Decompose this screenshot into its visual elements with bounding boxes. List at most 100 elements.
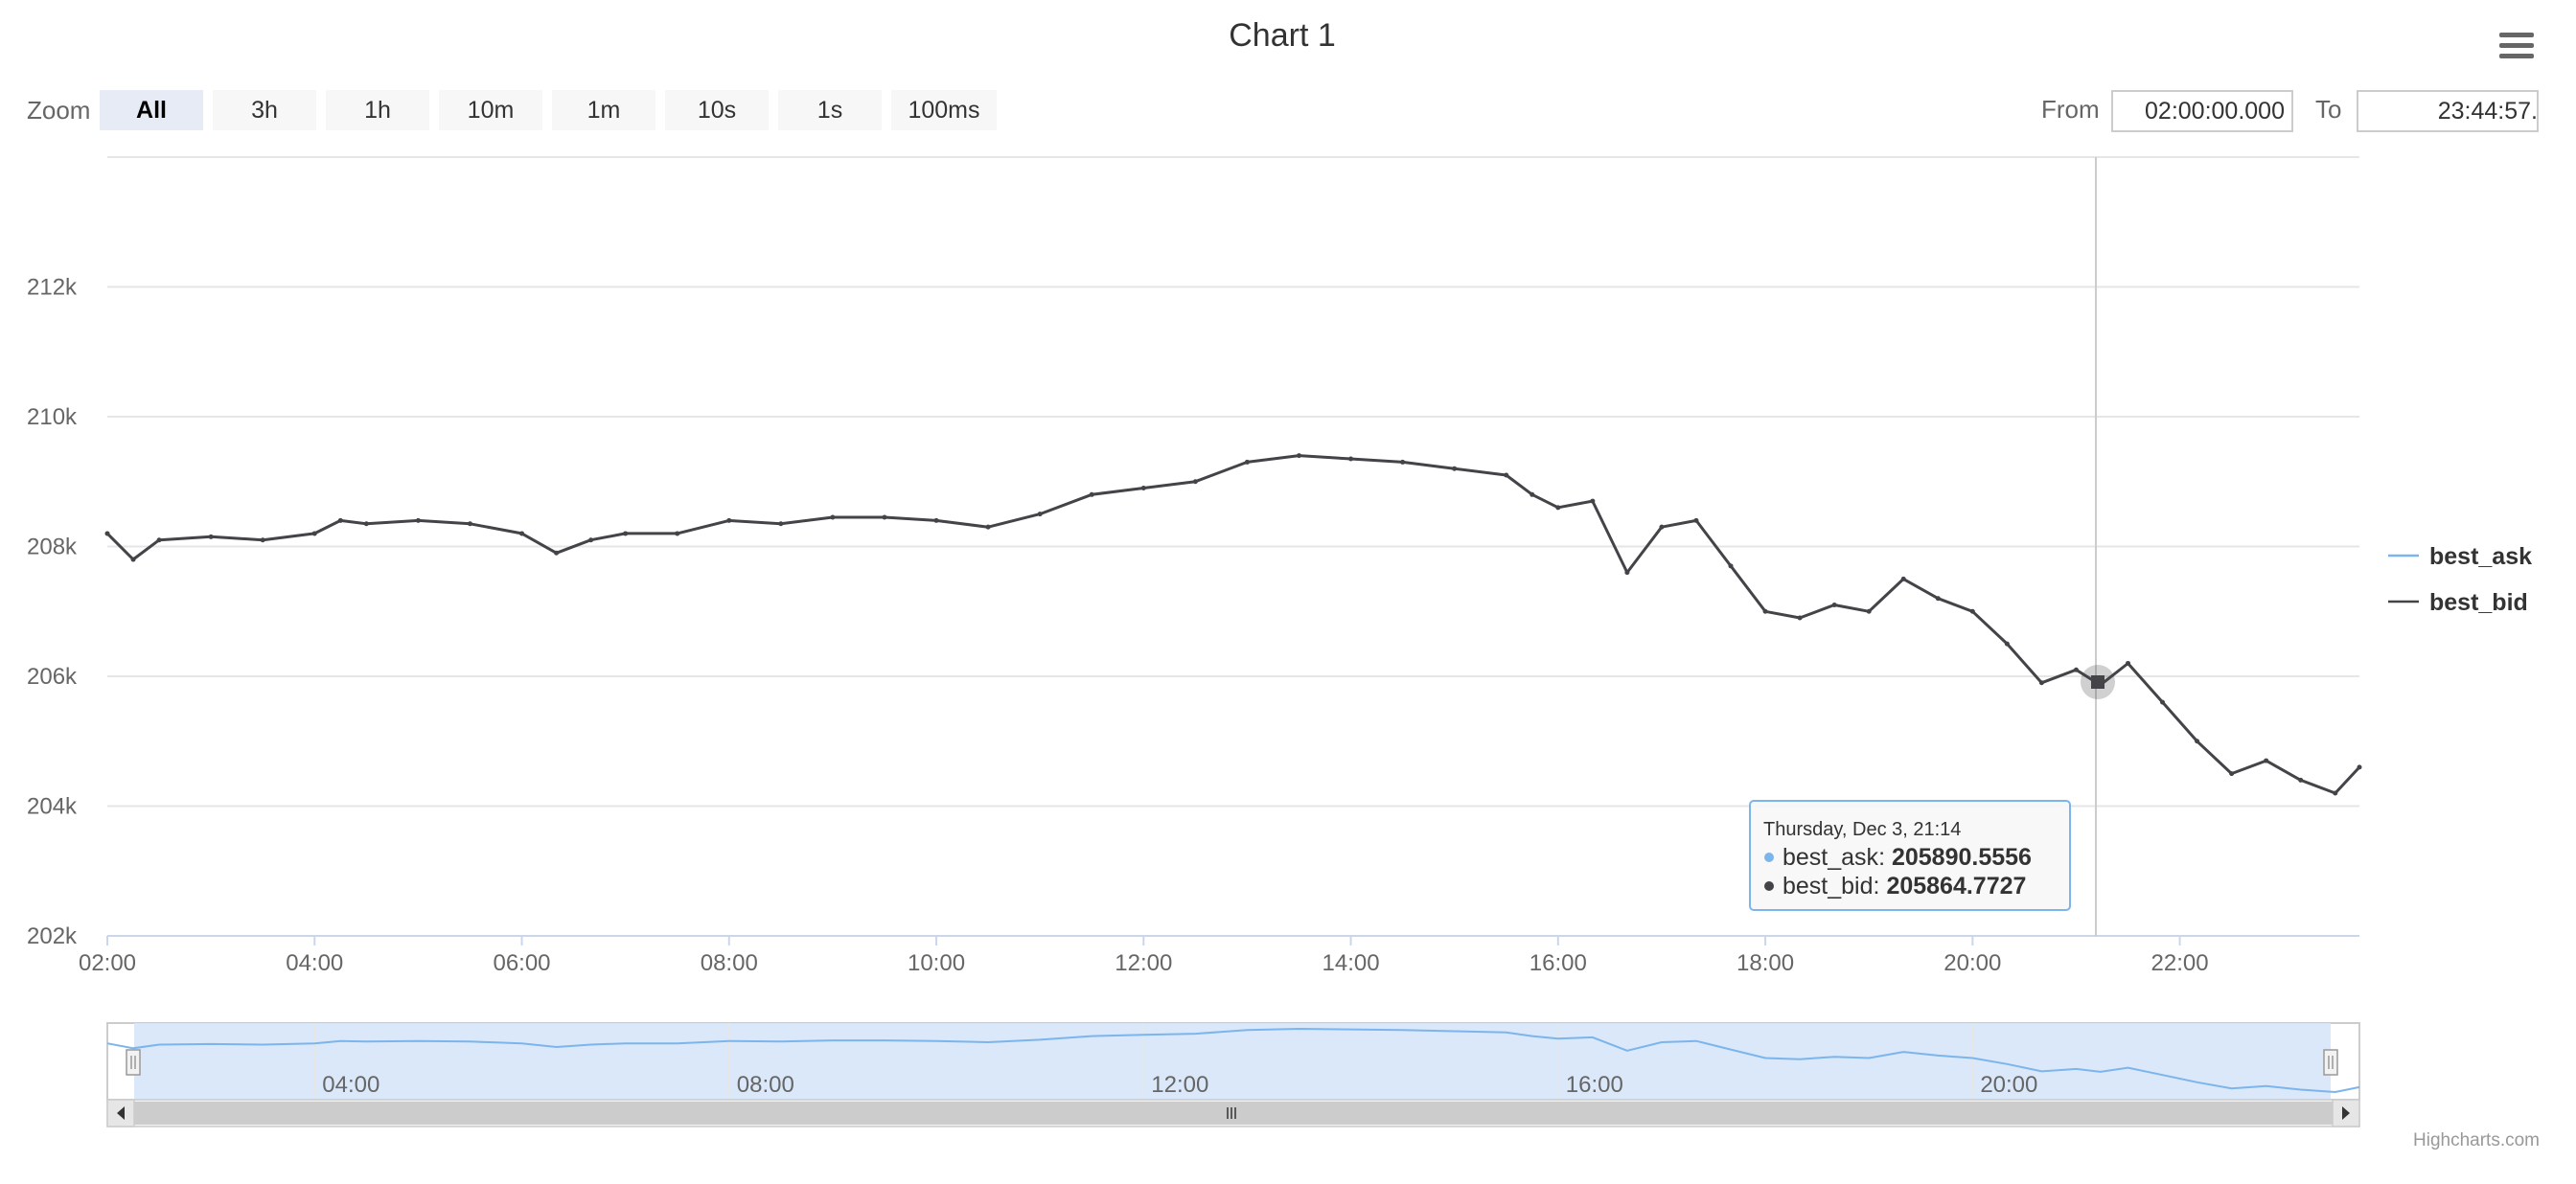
data-point-best_bid <box>1348 456 1354 462</box>
data-point-best_bid <box>260 537 265 543</box>
data-point-best_bid <box>208 534 214 539</box>
navigator-tick-label: 12:00 <box>1151 1072 1208 1098</box>
scroll-right-button[interactable] <box>2332 1099 2360 1127</box>
zoom-button-label: 1m <box>587 97 621 124</box>
legend-label: best_ask <box>2429 543 2532 570</box>
x-tick-label: 16:00 <box>1530 950 1587 976</box>
navigator-selection[interactable] <box>134 1023 2331 1100</box>
arrow-right-icon <box>2342 1106 2350 1120</box>
zoom-button-3h[interactable]: 3h <box>213 90 316 130</box>
navigator-left-handle[interactable] <box>126 1049 141 1076</box>
zoom-button-10m[interactable]: 10m <box>439 90 542 130</box>
y-tick-label: 210k <box>27 404 78 430</box>
data-point-best_bid <box>2298 777 2304 783</box>
data-point-best_bid <box>2160 699 2166 705</box>
y-tick-label: 208k <box>27 535 78 560</box>
x-axis: 02:00 04:00 06:00 08:00 10:00 12:00 14:00 16:00… <box>79 936 2209 976</box>
series-line-best_bid[interactable] <box>105 454 2361 795</box>
data-point-best_bid <box>1140 486 1146 491</box>
zoom-button-All[interactable]: All <box>100 90 203 130</box>
data-point-best_bid <box>104 531 110 536</box>
zoom-label: Zoom <box>27 96 90 125</box>
arrow-left-icon <box>117 1106 125 1120</box>
tooltip-row-1-marker <box>1764 881 1774 891</box>
data-point-best_bid <box>1866 608 1872 614</box>
to-input-value: 23:44:57. <box>2438 98 2538 125</box>
data-point-best_bid <box>1624 570 1630 576</box>
data-point-best_bid <box>1296 453 1301 459</box>
data-point-best_bid <box>2195 739 2200 744</box>
range-selector: Zoom All 3h 1h 10m 1m 10s 1s 100ms From 02:00:0… <box>27 90 2539 132</box>
y-axis: 202k 204k 206k 208k 210k 212k <box>27 275 78 950</box>
data-point-best_bid <box>1831 602 1837 607</box>
navigator-tick-label: 08:00 <box>737 1072 794 1098</box>
data-point-best_bid <box>337 517 343 523</box>
y-tick-label: 202k <box>27 923 78 949</box>
scroll-left-button[interactable] <box>106 1099 135 1127</box>
x-tick-label: 22:00 <box>2151 950 2209 976</box>
data-point-best_bid <box>2229 771 2235 777</box>
zoom-button-label: 1s <box>817 97 842 124</box>
x-tick-label: 06:00 <box>493 950 550 976</box>
hamburger-menu-icon[interactable] <box>2499 33 2534 58</box>
zoom-button-10s[interactable]: 10s <box>665 90 769 130</box>
data-point-best_bid <box>311 531 317 536</box>
zoom-button-label: 10s <box>698 97 736 124</box>
gridlines <box>107 156 2359 937</box>
tooltip: Thursday, Dec 3, 21:14 best_ask: 205890.… <box>1749 800 2071 911</box>
navigator-right-handle[interactable] <box>2323 1049 2338 1076</box>
navigator: 04:00 08:00 12:00 16:00 20:00 <box>106 1022 2360 1101</box>
scrollbar[interactable] <box>106 1099 2360 1127</box>
data-point-best_bid <box>882 514 887 520</box>
x-tick-label: 02:00 <box>79 950 136 976</box>
from-input-value: 02:00:00.000 <box>2145 98 2285 125</box>
scrollbar-thumb[interactable] <box>134 1102 2333 1125</box>
from-input[interactable]: 02:00:00.000 <box>2111 90 2293 132</box>
navigator-series <box>106 1027 2360 1094</box>
zoom-button-100ms[interactable]: 100ms <box>891 90 997 130</box>
x-tick-label: 12:00 <box>1115 950 1172 976</box>
data-point-best_bid <box>130 557 136 562</box>
chart-title: Chart 1 <box>1229 17 1336 54</box>
data-point-best_bid <box>1969 608 1975 614</box>
data-point-best_bid <box>156 537 162 543</box>
zoom-button-1h[interactable]: 1h <box>326 90 429 130</box>
data-point-best_bid <box>2073 667 2079 672</box>
legend-item-best_bid[interactable]: best_bid <box>2388 589 2528 616</box>
data-point-best_bid <box>588 537 594 543</box>
data-point-best_bid <box>1797 615 1803 621</box>
to-input[interactable]: 23:44:57. <box>2357 90 2539 132</box>
x-tick-label: 14:00 <box>1322 950 1380 976</box>
plot-area: 202k 204k 206k 208k 210k 212k 02:00 04:00 06:00… <box>27 156 2362 976</box>
data-point-best_bid <box>675 531 680 536</box>
data-point-best_bid <box>830 514 836 520</box>
data-point-best_bid <box>1590 498 1596 504</box>
x-tick-label: 04:00 <box>286 950 343 976</box>
y-tick-label: 206k <box>27 664 78 690</box>
data-point-best_bid <box>1089 491 1094 497</box>
data-point-best_bid <box>415 517 421 523</box>
data-point-best_bid <box>1530 491 1535 497</box>
data-point-best_bid <box>1728 563 1734 569</box>
data-point-best_bid <box>2333 790 2338 796</box>
from-label: From <box>2041 95 2100 124</box>
tooltip-title: Thursday, Dec 3, 21:14 <box>1763 819 1961 840</box>
data-point-best_bid <box>1900 576 1906 581</box>
data-point-best_bid <box>1037 512 1043 517</box>
x-tick-label: 20:00 <box>1944 950 2001 976</box>
tooltip-row-0: best_ask: 205890.5556 <box>1782 844 2032 871</box>
data-point-best_bid <box>1935 596 1941 602</box>
zoom-button-1s[interactable]: 1s <box>778 90 882 130</box>
data-point-best_bid <box>1693 517 1699 523</box>
legend: best_ask best_bid <box>2388 543 2532 616</box>
navigator-axis: 04:00 08:00 12:00 16:00 20:00 <box>313 1023 2037 1100</box>
data-point-best_bid <box>726 517 732 523</box>
credits-link[interactable]: Highcharts.com <box>2413 1130 2540 1150</box>
legend-item-best_ask[interactable]: best_ask <box>2388 543 2532 570</box>
zoom-button-label: 3h <box>251 97 278 124</box>
zoom-button-label: 1h <box>364 97 391 124</box>
zoom-button-1m[interactable]: 1m <box>552 90 656 130</box>
zoom-button-label: All <box>136 97 167 124</box>
series-group <box>104 453 2362 796</box>
zoom-button-label: 10m <box>468 97 515 124</box>
